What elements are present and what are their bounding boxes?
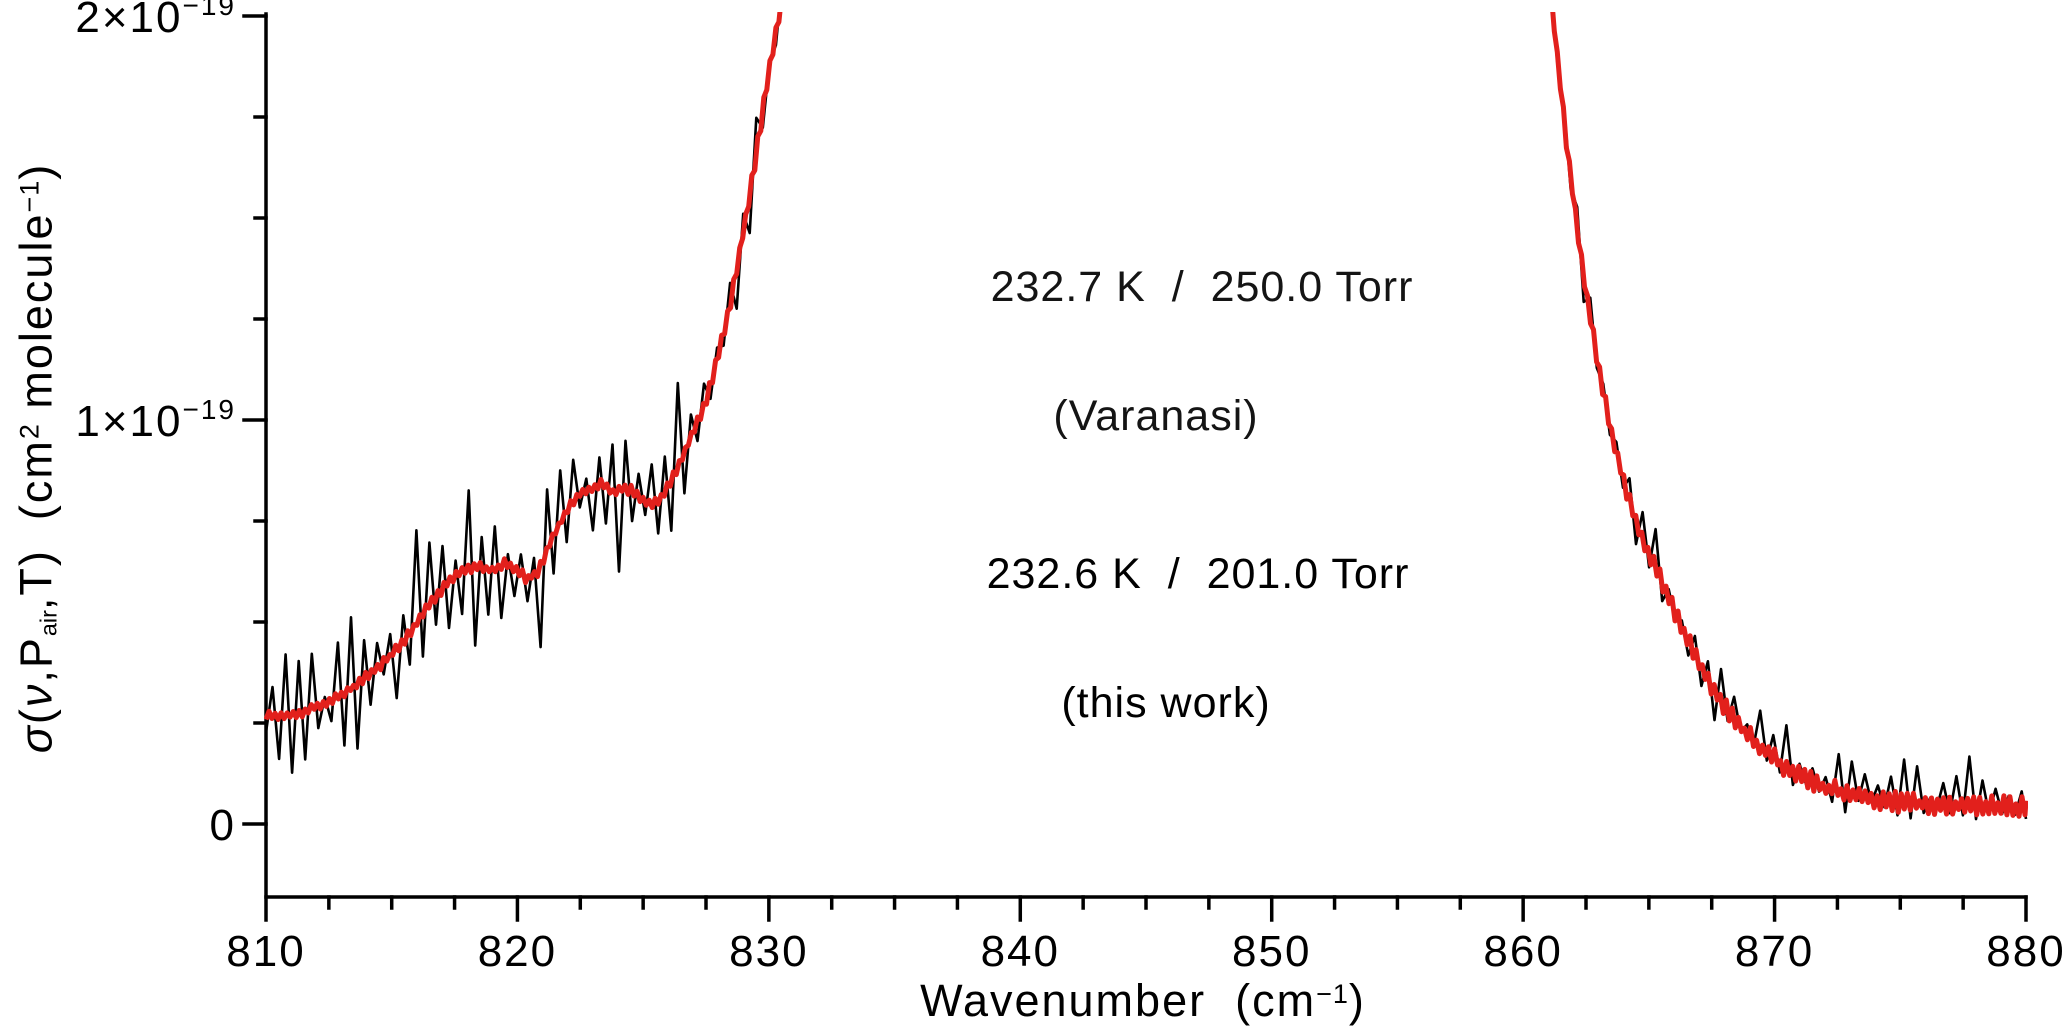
y-tick-label: 2×10−19 bbox=[75, 0, 236, 42]
spectrum-trace bbox=[1551, 12, 2028, 821]
spectrum-trace bbox=[1550, 12, 2028, 819]
x-tick-label: 840 bbox=[981, 927, 1060, 976]
legend-this-work: 232.6 K / 201.0 Torr (this work) bbox=[987, 467, 1410, 811]
spectrum-trace bbox=[264, 12, 783, 722]
legend-this-work-source: (this work) bbox=[1061, 679, 1271, 727]
x-tick-label: 870 bbox=[1735, 927, 1814, 976]
x-tick-label: 810 bbox=[226, 927, 305, 976]
x-tick-label: 860 bbox=[1483, 927, 1562, 976]
series-this-work bbox=[264, 12, 2028, 819]
spectrum-trace bbox=[264, 12, 781, 775]
x-axis-title: Wavenumber (cm−1) bbox=[920, 975, 1366, 1026]
y-tick-labels: 0 1×10−19 2×10−19 bbox=[75, 0, 236, 850]
legend-varanasi: 232.7 K / 250.0 Torr (Varanasi) bbox=[991, 180, 1414, 524]
y-axis-title: σ(ν,Pair,T) (cm2 molecule−1) bbox=[10, 162, 62, 754]
axes bbox=[242, 12, 2028, 922]
legend-this-work-conditions: 232.6 K / 201.0 Torr bbox=[986, 550, 1410, 598]
x-tick-label: 830 bbox=[729, 927, 808, 976]
x-tick-label: 820 bbox=[478, 927, 557, 976]
y-tick-label: 1×10−19 bbox=[75, 394, 236, 446]
x-tick-label: 880 bbox=[1986, 927, 2065, 976]
y-tick-label: 0 bbox=[210, 801, 236, 850]
x-tick-label: 850 bbox=[1232, 927, 1311, 976]
legend-varanasi-conditions: 232.7 K / 250.0 Torr bbox=[990, 263, 1414, 311]
legend-varanasi-source: (Varanasi) bbox=[1053, 392, 1259, 440]
x-tick-labels: 810 820 830 840 850 860 870 880 bbox=[226, 927, 2065, 976]
